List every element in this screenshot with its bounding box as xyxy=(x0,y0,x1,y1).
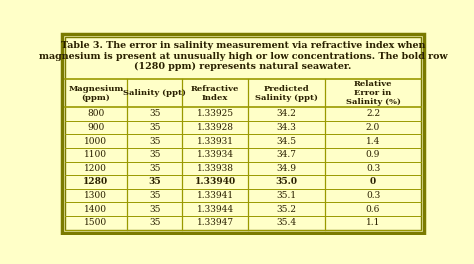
Text: 34.7: 34.7 xyxy=(277,150,297,159)
Text: 1000: 1000 xyxy=(84,137,108,146)
Text: 900: 900 xyxy=(87,123,104,132)
Text: 34.5: 34.5 xyxy=(276,137,297,146)
Text: 35: 35 xyxy=(149,110,160,119)
Text: 35.1: 35.1 xyxy=(276,191,297,200)
Text: 1.33938: 1.33938 xyxy=(197,164,234,173)
Text: 0.3: 0.3 xyxy=(366,164,380,173)
Text: 1300: 1300 xyxy=(84,191,107,200)
Text: Table 3. The error in salinity measurement via refractive index when
magnesium i: Table 3. The error in salinity measureme… xyxy=(38,41,447,71)
Text: 1500: 1500 xyxy=(84,218,108,227)
Text: 2.2: 2.2 xyxy=(366,110,380,119)
Text: 0.3: 0.3 xyxy=(366,191,380,200)
Text: 1.33934: 1.33934 xyxy=(197,150,234,159)
Text: 1.33940: 1.33940 xyxy=(195,177,236,186)
Text: Salinity (ppt): Salinity (ppt) xyxy=(123,89,186,97)
Text: 1.33931: 1.33931 xyxy=(197,137,234,146)
Text: 35: 35 xyxy=(149,164,160,173)
Text: 0.9: 0.9 xyxy=(366,150,380,159)
Text: 35.0: 35.0 xyxy=(275,177,298,186)
Text: 1.33928: 1.33928 xyxy=(197,123,234,132)
Text: 1.4: 1.4 xyxy=(366,137,380,146)
Text: 34.9: 34.9 xyxy=(277,164,297,173)
Text: 2.0: 2.0 xyxy=(366,123,380,132)
Text: 35: 35 xyxy=(148,177,161,186)
Text: 1.33925: 1.33925 xyxy=(197,110,234,119)
Text: 1.33944: 1.33944 xyxy=(197,205,234,214)
Text: Predicted
Salinity (ppt): Predicted Salinity (ppt) xyxy=(255,85,318,102)
Text: 1100: 1100 xyxy=(84,150,108,159)
Text: 0: 0 xyxy=(370,177,376,186)
Text: Relative
Error in
Salinity (%): Relative Error in Salinity (%) xyxy=(346,80,401,106)
Text: 35: 35 xyxy=(149,205,160,214)
Text: 800: 800 xyxy=(87,110,104,119)
Text: 34.3: 34.3 xyxy=(277,123,297,132)
Text: 1.33941: 1.33941 xyxy=(197,191,234,200)
Text: 35: 35 xyxy=(149,218,160,227)
Text: 35: 35 xyxy=(149,191,160,200)
Text: 34.2: 34.2 xyxy=(277,110,297,119)
Text: 35: 35 xyxy=(149,137,160,146)
Text: Magnesium
(ppm): Magnesium (ppm) xyxy=(68,85,124,102)
Text: 35.2: 35.2 xyxy=(277,205,297,214)
Text: 35: 35 xyxy=(149,150,160,159)
Text: Refractive
Index: Refractive Index xyxy=(191,85,239,102)
Text: 35.4: 35.4 xyxy=(276,218,297,227)
Text: 1400: 1400 xyxy=(84,205,108,214)
Text: 1.1: 1.1 xyxy=(366,218,380,227)
Text: 1.33947: 1.33947 xyxy=(197,218,234,227)
Text: 0.6: 0.6 xyxy=(366,205,380,214)
Text: 1200: 1200 xyxy=(84,164,107,173)
Text: 1280: 1280 xyxy=(83,177,109,186)
Text: 35: 35 xyxy=(149,123,160,132)
